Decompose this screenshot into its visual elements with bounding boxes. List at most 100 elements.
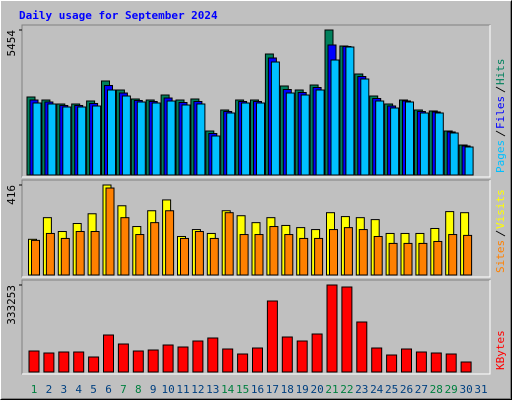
x-tick-label: 19: [296, 383, 309, 396]
bar: [60, 237, 70, 276]
bar: [270, 61, 280, 176]
bar: [47, 103, 57, 176]
bar: [196, 103, 206, 176]
bar: [460, 361, 472, 373]
bar: [296, 340, 308, 373]
x-tick-label: 17: [266, 383, 279, 396]
x-tick-label: 30: [459, 383, 472, 396]
bar: [121, 95, 131, 176]
legend-entry: Hits: [494, 59, 507, 86]
bar: [463, 234, 473, 276]
bar: [226, 112, 236, 176]
bar: [77, 106, 87, 176]
x-tick-label: 14: [221, 383, 235, 396]
bar: [132, 350, 144, 373]
bar: [341, 286, 353, 373]
legend-separator: [495, 230, 506, 237]
bar: [285, 92, 295, 176]
x-tick-label: 21: [325, 383, 338, 396]
bar: [75, 231, 85, 276]
bar: [194, 231, 204, 276]
bar: [73, 351, 85, 373]
bar: [284, 234, 294, 276]
bar: [177, 346, 189, 373]
bar: [151, 102, 161, 176]
chart-title: Daily usage for September 2024: [19, 9, 218, 22]
x-tick-label: 13: [206, 383, 219, 396]
bar: [269, 226, 279, 276]
bar: [88, 356, 100, 373]
bar: [266, 300, 278, 373]
bar: [256, 102, 265, 176]
x-tick-label: 11: [176, 383, 189, 396]
bar: [390, 107, 400, 176]
bar: [105, 187, 115, 276]
bar: [181, 104, 191, 176]
x-tick-label: 8: [135, 383, 142, 396]
bar: [388, 242, 398, 276]
bar: [45, 232, 55, 276]
bar: [237, 353, 249, 373]
bar: [281, 336, 293, 373]
x-tick-label: 10: [161, 383, 174, 396]
x-tick-label: 26: [400, 383, 413, 396]
bar: [419, 112, 429, 176]
bar: [117, 343, 129, 373]
bar: [430, 352, 442, 373]
bar: [239, 234, 249, 276]
x-tick-label: 1: [31, 383, 38, 396]
x-tick-label: 25: [385, 383, 398, 396]
bar: [254, 234, 264, 276]
bar: [415, 351, 427, 373]
x-tick-label: 29: [445, 383, 458, 396]
bar: [103, 334, 114, 373]
bar: [209, 237, 219, 276]
x-tick-label: 31: [474, 383, 487, 396]
y-tick-label: 416: [5, 185, 18, 205]
bar: [32, 102, 42, 176]
bar: [147, 349, 159, 373]
bar: [311, 333, 323, 373]
bar: [162, 344, 174, 373]
bar: [300, 94, 310, 176]
bar: [433, 240, 443, 276]
legend-separator: [495, 130, 506, 137]
bar: [165, 210, 175, 276]
bar: [252, 347, 263, 373]
legend-entry: KBytes: [494, 330, 507, 370]
bar: [241, 102, 251, 176]
x-tick-label: 28: [430, 383, 443, 396]
bar: [445, 353, 457, 373]
bar: [150, 222, 160, 276]
bar: [90, 231, 100, 276]
bar: [371, 347, 383, 373]
bar: [43, 352, 55, 373]
bar: [345, 46, 355, 176]
bar: [434, 112, 444, 176]
y-tick-label: 333253: [5, 285, 18, 325]
bar: [62, 106, 72, 176]
plot-bevel: [22, 280, 491, 375]
plot-bevel: [22, 25, 491, 178]
bar: [222, 348, 234, 373]
x-tick-label: 22: [340, 383, 353, 396]
bar: [401, 348, 412, 373]
bar: [180, 237, 189, 276]
x-tick-label: 2: [46, 383, 53, 396]
x-tick-label: 24: [370, 383, 384, 396]
bar: [356, 321, 368, 373]
bar: [211, 135, 221, 176]
x-tick-label: 6: [105, 383, 112, 396]
bar: [449, 132, 459, 176]
legend-separator: [495, 86, 506, 93]
x-tick-label: 3: [60, 383, 67, 396]
bar: [166, 100, 176, 176]
bar: [192, 340, 204, 373]
bar: [373, 235, 383, 276]
bar: [403, 242, 413, 276]
x-tick-label: 5: [90, 383, 97, 396]
bar: [28, 350, 40, 373]
bar: [386, 354, 398, 373]
bar: [120, 217, 130, 276]
